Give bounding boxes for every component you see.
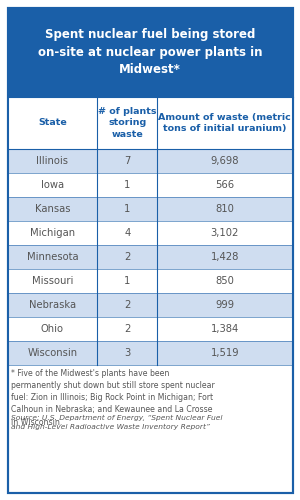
Text: 3: 3 (124, 348, 130, 358)
Bar (8, 197, 292, 221)
Text: 810: 810 (215, 204, 234, 214)
Text: Amount of waste (metric
tons of initial uranium): Amount of waste (metric tons of initial … (158, 112, 291, 133)
Text: 7: 7 (124, 156, 130, 166)
Text: Michigan: Michigan (30, 228, 75, 238)
Text: 1: 1 (124, 204, 130, 214)
Text: # of plants
storing
waste: # of plants storing waste (98, 107, 157, 138)
Text: Wisconsin: Wisconsin (27, 348, 77, 358)
Text: 1,428: 1,428 (211, 252, 239, 262)
Text: Ohio: Ohio (41, 324, 64, 334)
Bar (8, 149, 292, 173)
Text: Spent nuclear fuel being stored
on-site at nuclear power plants in
Midwest*: Spent nuclear fuel being stored on-site … (38, 28, 262, 76)
Bar (8, 317, 292, 341)
Text: 850: 850 (215, 276, 234, 286)
Text: * Five of the Midwest's plants have been
permanently shut down but still store s: * Five of the Midwest's plants have been… (11, 369, 214, 426)
Text: Iowa: Iowa (41, 180, 64, 190)
Text: 1,384: 1,384 (211, 324, 239, 334)
Text: 2: 2 (124, 252, 130, 262)
Text: 999: 999 (215, 300, 234, 310)
Text: 3,102: 3,102 (211, 228, 239, 238)
Bar (8, 173, 292, 197)
Bar (8, 341, 292, 365)
Text: 2: 2 (124, 300, 130, 310)
Text: 1: 1 (124, 180, 130, 190)
Text: State: State (38, 118, 67, 127)
Text: Missouri: Missouri (32, 276, 73, 286)
Bar (8, 96, 292, 149)
Text: 2: 2 (124, 324, 130, 334)
Bar (8, 245, 292, 269)
Text: Illinois: Illinois (36, 156, 68, 166)
Text: 566: 566 (215, 180, 234, 190)
Bar (8, 293, 292, 317)
Text: 9,698: 9,698 (211, 156, 239, 166)
Text: 1: 1 (124, 276, 130, 286)
Bar (8, 8, 292, 96)
Bar (8, 221, 292, 245)
Text: Source: U.S. Department of Energy, “Spent Nuclear Fuel
and High-Level Radioactiv: Source: U.S. Department of Energy, “Spen… (11, 415, 222, 430)
Text: 4: 4 (124, 228, 130, 238)
Text: Minnesota: Minnesota (27, 252, 78, 262)
Text: Kansas: Kansas (34, 204, 70, 214)
Bar (8, 269, 292, 293)
Text: Nebraska: Nebraska (29, 300, 76, 310)
Text: 1,519: 1,519 (211, 348, 239, 358)
